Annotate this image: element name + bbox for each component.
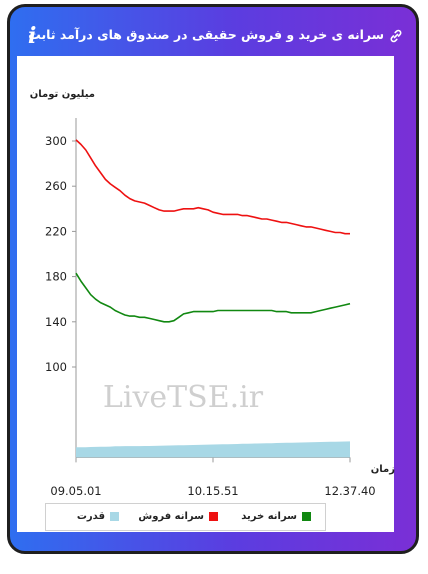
legend-label-sell: سرانه فروش (138, 511, 204, 522)
y-tick-label: 300 (45, 134, 67, 148)
legend-label-buy: سرانه خرید (241, 511, 297, 522)
legend-swatch-buy (302, 511, 311, 521)
legend: سرانه خرید سرانه فروش قدرت (45, 503, 326, 531)
card-header: سرانه ی خرید و فروش حقیقی در صندوق های د… (10, 7, 416, 63)
x-axis-label: زمان (371, 464, 395, 475)
y-tick-label: 100 (45, 360, 67, 374)
chart-marks (75, 139, 351, 458)
legend-swatch-sell (209, 511, 218, 521)
info-icon[interactable]: i (28, 23, 37, 49)
y-axis-label: میلیون تومان (30, 89, 95, 100)
y-tick-label: 260 (45, 179, 67, 193)
x-tick-label: 10.15.51 (187, 484, 238, 498)
series-line-buy (75, 272, 351, 323)
link-icon[interactable] (388, 28, 404, 44)
watermark: LiveTSE.ir (103, 380, 264, 415)
legend-item-sell[interactable]: سرانه فروش (138, 511, 218, 522)
series-area-power (76, 441, 350, 458)
series-line-sell (75, 139, 350, 235)
legend-item-power[interactable]: قدرت (77, 511, 119, 522)
legend-swatch-power (110, 511, 119, 521)
x-tick-label: 12.37.40 (324, 484, 375, 498)
y-tick-label: 220 (45, 224, 67, 238)
x-tick-label: 09.05.01 (50, 484, 101, 498)
y-tick-label: 180 (45, 270, 67, 284)
axes: 300 260 220 180 140 100 09.05.01 10.15.51 12.37.… (45, 118, 376, 498)
y-tick-label: 140 (45, 315, 67, 329)
legend-label-power: قدرت (76, 511, 105, 522)
legend-item-buy[interactable]: سرانه خرید (241, 511, 311, 522)
chart-title: سرانه ی خرید و فروش حقیقی در صندوق های د… (28, 27, 384, 42)
